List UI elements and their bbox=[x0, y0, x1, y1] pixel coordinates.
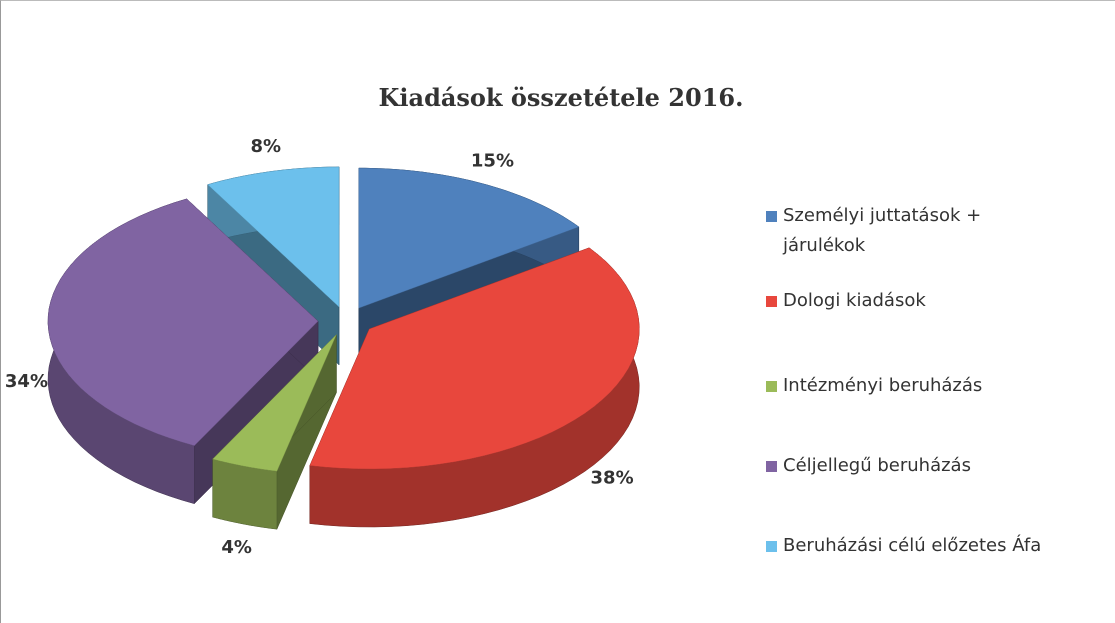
legend-swatch bbox=[766, 211, 777, 222]
legend-label: Személyi juttatások + járulékok bbox=[783, 205, 982, 256]
data-label: 38% bbox=[591, 468, 634, 489]
legend-swatch bbox=[766, 296, 777, 307]
data-label: 4% bbox=[221, 537, 252, 558]
legend-swatch bbox=[766, 461, 777, 472]
legend-label: Beruházási célú előzetes Áfa bbox=[783, 535, 1042, 556]
slice bbox=[309, 247, 640, 470]
slice bbox=[47, 198, 319, 446]
legend-item: Beruházási célú előzetes Áfa bbox=[766, 531, 1066, 561]
legend-item: Dologi kiadások bbox=[766, 286, 1066, 316]
slice bbox=[207, 166, 340, 308]
chart-title: Kiadások összetétele 2016. bbox=[379, 83, 744, 112]
legend-item: Személyi juttatások + járulékok bbox=[766, 201, 1066, 261]
slice bbox=[358, 167, 580, 309]
data-label: 34% bbox=[5, 371, 48, 392]
legend-swatch bbox=[766, 381, 777, 392]
legend-label: Céljellegű beruházás bbox=[783, 455, 971, 476]
data-label: 15% bbox=[471, 150, 514, 171]
data-label: 8% bbox=[250, 136, 281, 157]
legend-label: Dologi kiadások bbox=[783, 290, 926, 311]
legend-item: Intézményi beruházás bbox=[766, 371, 1066, 401]
legend-label: Intézményi beruházás bbox=[783, 375, 983, 396]
slice bbox=[212, 334, 337, 472]
legend-item: Céljellegű beruházás bbox=[766, 451, 1066, 481]
legend-swatch bbox=[766, 541, 777, 552]
